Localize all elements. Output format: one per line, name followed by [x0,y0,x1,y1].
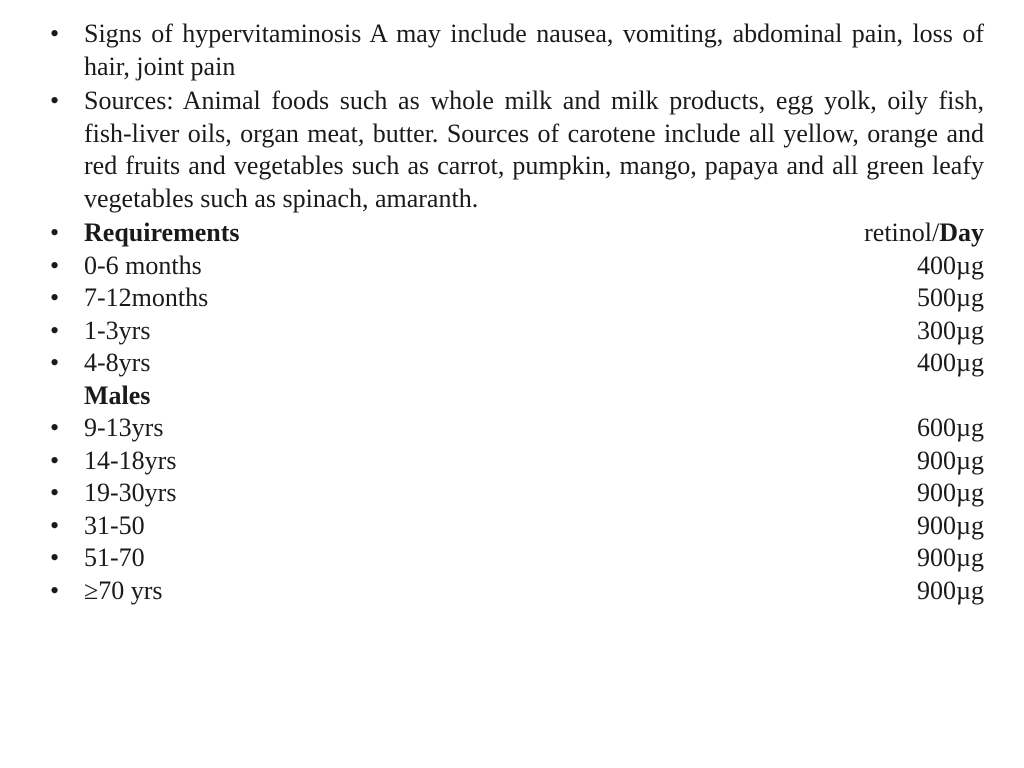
req-row: 7-12months 500µg [40,282,984,315]
males-label: Males [84,381,150,410]
retinol-label: retinol/ [864,218,939,247]
req-row: 0-6 months 400µg [40,250,984,283]
content-list: Signs of hypervitaminosis A may include … [40,18,984,607]
req-value: 500µg [824,282,984,315]
retinol-day-label: retinol/Day [824,217,984,250]
req-row: 51-70 900µg [40,542,984,575]
section-males: Males [40,380,984,413]
bullet-signs: Signs of hypervitaminosis A may include … [40,18,984,83]
req-age: 51-70 [84,542,145,575]
req-row: 14-18yrs 900µg [40,445,984,478]
req-value: 600µg [824,412,984,445]
req-row: ≥70 yrs 900µg [40,575,984,608]
req-age: 31-50 [84,510,145,543]
req-age: 0-6 months [84,250,202,283]
requirements-header: Requirements retinol/Day [40,217,984,250]
req-row: 31-50 900µg [40,510,984,543]
req-value: 900µg [824,575,984,608]
req-age: 14-18yrs [84,445,176,478]
req-row: 19-30yrs 900µg [40,477,984,510]
req-value: 400µg [824,347,984,380]
req-value: 900µg [824,477,984,510]
req-value: 900µg [824,542,984,575]
req-value: 300µg [824,315,984,348]
req-row: 9-13yrs 600µg [40,412,984,445]
requirements-label: Requirements [84,217,240,250]
req-age: 19-30yrs [84,477,176,510]
req-row: 4-8yrs 400µg [40,347,984,380]
req-age: ≥70 yrs [84,575,163,608]
req-row: 1-3yrs 300µg [40,315,984,348]
req-age: 7-12months [84,282,208,315]
req-value: 900µg [824,445,984,478]
req-age: 9-13yrs [84,412,163,445]
req-value: 900µg [824,510,984,543]
req-value: 400µg [824,250,984,283]
req-age: 4-8yrs [84,347,150,380]
req-age: 1-3yrs [84,315,150,348]
bullet-sources: Sources: Animal foods such as whole milk… [40,85,984,215]
day-label: Day [939,218,984,247]
